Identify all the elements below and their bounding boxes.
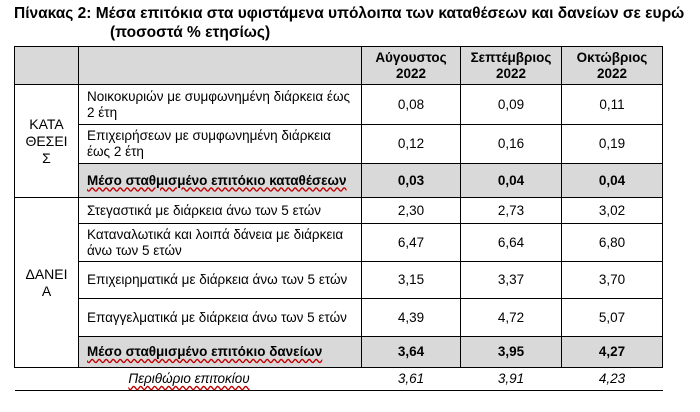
value-cell: 6,80 [561, 223, 663, 262]
row-description: Επαγγελματικά με διάρκεια άνω των 5 ετών [78, 298, 362, 337]
deposits-category-label: ΚΑΤΑ ΘΕΣΕΙ Σ [14, 84, 79, 198]
value-cell: 4,72 [460, 298, 562, 337]
header-empty-cell [78, 46, 362, 85]
header-col-aug: Αύγουστος 2022 [361, 46, 461, 85]
category-line: ΚΑΤΑ [29, 115, 64, 132]
row-description: Μέσο σταθμισμένο επιτόκιο δανείων [78, 336, 362, 368]
margin-label: Περιθώριο επιτοκίου [128, 371, 250, 386]
row-description: Καταναλωτικά και λοιπά δάνεια με διάρκει… [78, 223, 362, 262]
header-col-sep: Σεπτέμβριος 2022 [460, 46, 562, 85]
table-title: Πίνακας 2: Μέσα επιτόκια στα υφιστάμενα … [14, 4, 684, 42]
value-cell: 4,27 [561, 336, 663, 368]
header-month: Οκτώβριος [576, 49, 648, 65]
value-cell: 3,61 [361, 367, 461, 391]
loans-average-row: Μέσο σταθμισμένο επιτόκιο δανείων 3,64 3… [15, 336, 663, 368]
value-cell: 0,12 [361, 124, 461, 164]
value-cell: 0,19 [561, 124, 663, 164]
value-cell: 0,03 [361, 163, 461, 198]
header-col-oct: Οκτώβριος 2022 [561, 46, 663, 85]
header-month: Σεπτέμβριος [470, 49, 552, 65]
value-cell: 3,37 [460, 261, 562, 299]
value-cell: 3,70 [561, 261, 663, 299]
row-description: Νοικοκυριών με συμφωνημένη διάρκεια έως … [78, 84, 362, 125]
interest-rates-table: Αύγουστος 2022 Σεπτέμβριος 2022 Οκτώβριος 2… [14, 46, 663, 391]
header-row: Αύγουστος 2022 Σεπτέμβριος 2022 Οκτώβριος 2… [14, 46, 663, 85]
row-description: Επιχειρηματικά με διάρκεια άνω των 5 ετώ… [78, 261, 362, 299]
value-cell: 3,02 [561, 197, 663, 224]
table-row: Επιχειρήσεων με συμφωνημένη διάρκεια έως… [15, 124, 663, 164]
value-cell: 0,16 [460, 124, 562, 164]
table-row: ΔΑΝΕΙ Α Στεγαστικά με διάρκεια άνω των 5… [14, 197, 663, 368]
value-cell: 4,23 [561, 367, 663, 391]
category-line: ΔΑΝΕΙ [25, 265, 68, 282]
loans-category-label: ΔΑΝΕΙ Α [14, 197, 79, 368]
value-cell: 3,91 [460, 367, 562, 391]
header-year: 2022 [395, 65, 427, 81]
value-cell: 5,07 [561, 298, 663, 337]
title-line-1: Πίνακας 2: Μέσα επιτόκια στα υφιστάμενα … [14, 5, 685, 22]
value-cell: 6,47 [361, 223, 461, 262]
table-row: ΚΑΤΑ ΘΕΣΕΙ Σ Νοικοκυριών με συμφωνημένη … [14, 84, 663, 198]
category-line: Σ [42, 149, 51, 166]
value-cell: 0,08 [361, 84, 461, 125]
row-description: Στεγαστικά με διάρκεια άνω των 5 ετών [78, 197, 362, 224]
value-cell: 2,73 [460, 197, 562, 224]
deposits-average-row: Μέσο σταθμισμένο επιτόκιο καταθέσεων 0,0… [15, 163, 663, 198]
value-cell: 3,95 [460, 336, 562, 368]
header-year: 2022 [495, 65, 527, 81]
header-year: 2022 [596, 65, 628, 81]
value-cell: 0,09 [460, 84, 562, 125]
row-description: Επιχειρήσεων με συμφωνημένη διάρκεια έως… [78, 124, 362, 164]
value-cell: 3,15 [361, 261, 461, 299]
value-cell: 0,11 [561, 84, 663, 125]
category-line: Α [41, 282, 52, 299]
margin-description: Περιθώριο επιτοκίου [14, 367, 362, 391]
table-row: Καταναλωτικά και λοιπά δάνεια με διάρκει… [15, 223, 663, 262]
value-cell: 3,64 [361, 336, 461, 368]
value-cell: 4,39 [361, 298, 461, 337]
value-cell: 2,30 [361, 197, 461, 224]
table-row: Επιχειρηματικά με διάρκεια άνω των 5 ετώ… [15, 261, 663, 299]
title-line-2: (ποσοστά % ετησίως) [110, 24, 271, 41]
value-cell: 6,64 [460, 223, 562, 262]
table-row: Επαγγελματικά με διάρκεια άνω των 5 ετών… [15, 298, 663, 337]
category-line: ΘΕΣΕΙ [25, 132, 68, 149]
value-cell: 0,04 [561, 163, 663, 198]
margin-row: Περιθώριο επιτοκίου 3,61 3,91 4,23 [14, 367, 663, 391]
value-cell: 0,04 [460, 163, 562, 198]
header-empty-cell [14, 46, 79, 85]
header-month: Αύγουστος [375, 49, 447, 65]
row-description: Μέσο σταθμισμένο επιτόκιο καταθέσεων [78, 163, 362, 198]
